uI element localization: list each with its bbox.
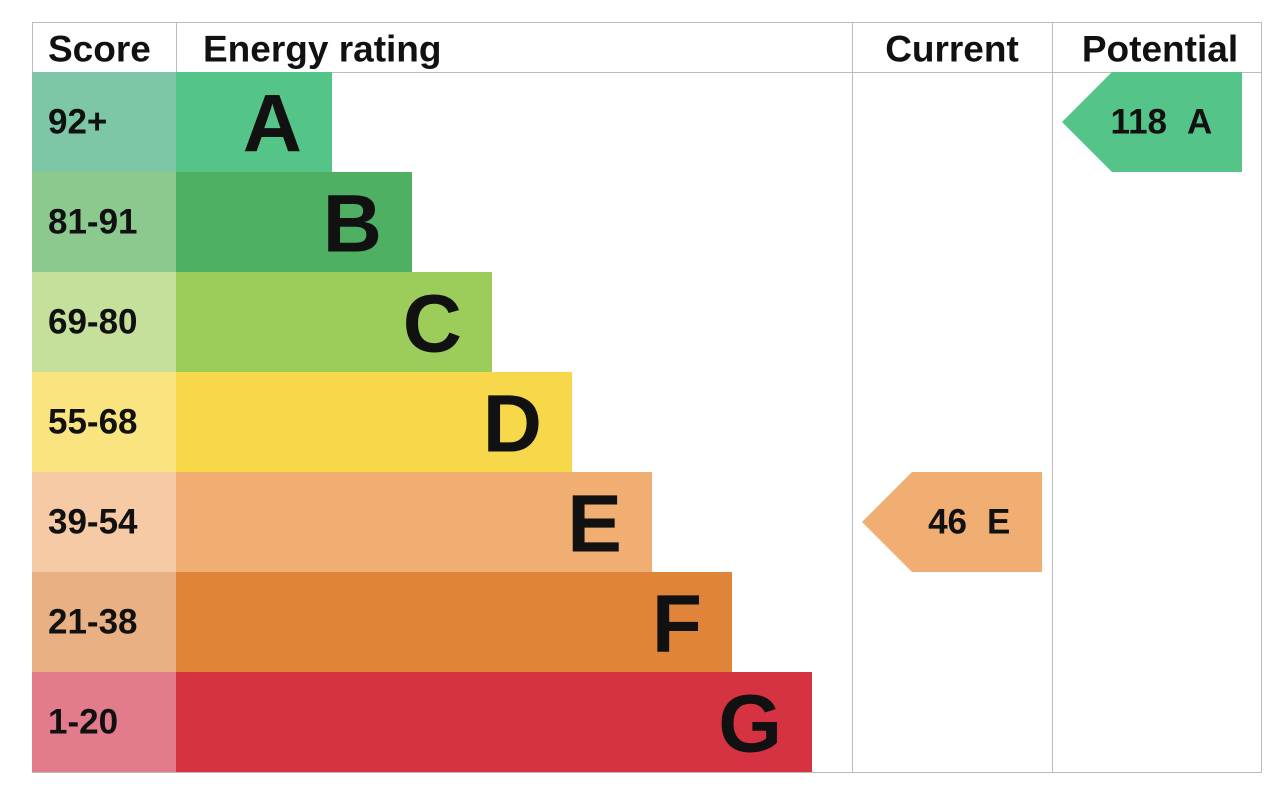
- rating-bar: [176, 472, 652, 572]
- current-value: 46: [928, 503, 967, 542]
- rating-letter: A: [243, 79, 302, 170]
- current-letter: E: [987, 503, 1010, 542]
- rating-letter: C: [403, 279, 462, 370]
- header-score: Score: [48, 29, 151, 70]
- header-rating: Energy rating: [203, 29, 442, 70]
- score-cell: [32, 672, 176, 772]
- score-cell: [32, 272, 176, 372]
- rating-bar: [176, 372, 572, 472]
- rating-letter: G: [718, 679, 782, 770]
- rating-bar: [176, 572, 732, 672]
- potential-value: 118: [1111, 103, 1167, 142]
- score-label: 39-54: [48, 503, 138, 542]
- score-cell: [32, 172, 176, 272]
- score-label: 81-91: [48, 203, 138, 242]
- rating-bar: [176, 672, 812, 772]
- score-cell: [32, 72, 176, 172]
- score-label: 21-38: [48, 603, 138, 642]
- rating-letter: E: [567, 479, 622, 570]
- score-cell: [32, 572, 176, 672]
- potential-arrow: [1062, 72, 1242, 172]
- header-current: Current: [885, 29, 1019, 70]
- potential-letter: A: [1187, 103, 1212, 142]
- current-arrow: [862, 472, 1042, 572]
- header-potential: Potential: [1082, 29, 1238, 70]
- score-label: 1-20: [48, 703, 118, 742]
- score-cell: [32, 472, 176, 572]
- rating-letter: F: [652, 579, 702, 670]
- rating-letter: B: [323, 179, 382, 270]
- score-cell: [32, 372, 176, 472]
- rating-bar: [176, 72, 332, 172]
- score-label: 92+: [48, 103, 107, 142]
- rating-letter: D: [483, 379, 542, 470]
- rating-bar: [176, 172, 412, 272]
- score-label: 55-68: [48, 403, 138, 442]
- score-label: 69-80: [48, 303, 138, 342]
- rating-bar: [176, 272, 492, 372]
